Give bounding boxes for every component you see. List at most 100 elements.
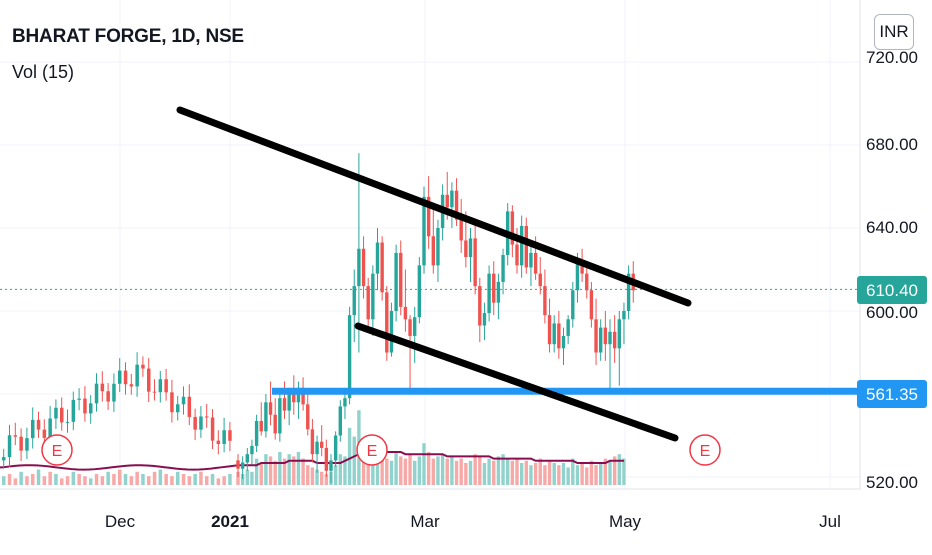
earnings-marker-label: E — [52, 443, 63, 460]
candle-body — [240, 462, 245, 469]
candle-body — [557, 323, 561, 349]
candle-body — [492, 273, 496, 303]
volume-indicator-label: Vol (15) — [12, 62, 75, 82]
candle-body — [622, 311, 626, 320]
volume-bar — [106, 471, 110, 485]
volume-bar — [352, 436, 356, 485]
volume-bar — [176, 471, 180, 485]
currency-button[interactable]: INR — [874, 14, 914, 50]
candle-body — [292, 394, 296, 403]
candle-body — [426, 196, 431, 237]
candle-body — [403, 306, 408, 320]
volume-bar — [464, 463, 468, 485]
volume-bar — [450, 456, 454, 485]
volume-bar — [529, 465, 533, 485]
volume-bar — [199, 471, 203, 485]
candle-body — [2, 457, 6, 461]
volume-bar — [501, 454, 505, 485]
volume-bar — [515, 458, 519, 485]
volume-bar — [324, 474, 329, 485]
volume-bar — [181, 474, 186, 485]
candle-body — [389, 311, 394, 353]
candle-body — [575, 261, 580, 291]
candle-body — [413, 317, 417, 336]
candle-body — [417, 265, 422, 318]
volume-bar — [487, 458, 491, 485]
upper-trendline[interactable] — [176, 106, 692, 307]
candle-body — [380, 242, 384, 293]
volume-bar — [296, 452, 301, 485]
candle-body — [445, 194, 449, 208]
price-tick-label: 640.00 — [866, 218, 918, 237]
volume-bar — [533, 463, 538, 485]
candle-body — [42, 429, 47, 438]
candle-body — [431, 236, 435, 266]
earnings-marker-circle — [41, 434, 73, 466]
volume-bar — [394, 452, 398, 485]
volume-bar — [482, 463, 487, 485]
volume-bar — [440, 454, 445, 485]
volume-bar — [338, 454, 342, 485]
volume-bar — [608, 460, 612, 485]
volume-bar — [478, 456, 482, 485]
candle-body — [199, 416, 203, 430]
candle-body — [83, 398, 87, 414]
candle-body — [48, 418, 52, 438]
volume-bar — [431, 458, 435, 485]
candle-body — [594, 319, 598, 353]
candle-body — [228, 430, 232, 441]
candle-body — [176, 404, 180, 413]
earnings-marker[interactable]: E — [356, 434, 388, 466]
volume-bar — [543, 465, 547, 485]
price-tick-label: 680.00 — [866, 135, 918, 154]
volume-bar — [250, 471, 254, 485]
candle-body — [147, 368, 151, 392]
volume-bar — [510, 460, 515, 485]
earnings-marker[interactable]: E — [41, 434, 73, 466]
lower-trendline[interactable] — [354, 322, 679, 442]
candle-body — [371, 273, 375, 320]
candle-body — [468, 238, 473, 258]
chart-title: BHARAT FORGE, 1D, NSE — [12, 26, 244, 47]
candle-body — [626, 273, 631, 311]
volume-bar — [566, 467, 570, 485]
volume-bar — [547, 460, 552, 485]
candle-body — [278, 398, 282, 434]
candle-body — [324, 447, 329, 471]
volume-bar — [436, 456, 440, 485]
candle-body — [589, 290, 594, 320]
candle-body — [524, 225, 528, 268]
candle-body — [259, 420, 263, 432]
candle-body — [375, 242, 380, 274]
candle-body — [561, 335, 566, 349]
volume-bar — [254, 458, 259, 485]
volume-bar — [599, 463, 603, 485]
volume-bar — [193, 474, 197, 485]
candle-body — [193, 416, 197, 430]
candle-body — [135, 364, 139, 387]
volume-bar — [19, 471, 23, 485]
volume-bar — [347, 427, 352, 485]
volume-bar — [89, 478, 93, 485]
volume-bar — [310, 467, 315, 485]
candle-body — [181, 396, 186, 405]
candle-body — [254, 420, 259, 446]
volume-bar — [2, 476, 6, 485]
candle-body — [187, 396, 192, 417]
candle-body — [603, 327, 608, 345]
volume-bar — [170, 476, 174, 485]
volume-bar — [468, 460, 473, 485]
earnings-marker-label: E — [367, 443, 378, 460]
volume-bar — [617, 454, 621, 485]
volume-bar — [216, 478, 221, 485]
earnings-marker[interactable]: E — [689, 434, 721, 466]
volume-bar — [123, 474, 128, 485]
volume-bar — [129, 476, 134, 485]
candle-body — [25, 438, 29, 451]
volume-bar — [417, 456, 422, 485]
volume-bar — [292, 456, 296, 485]
volume-bar — [54, 474, 58, 485]
volume-bar — [147, 476, 151, 485]
